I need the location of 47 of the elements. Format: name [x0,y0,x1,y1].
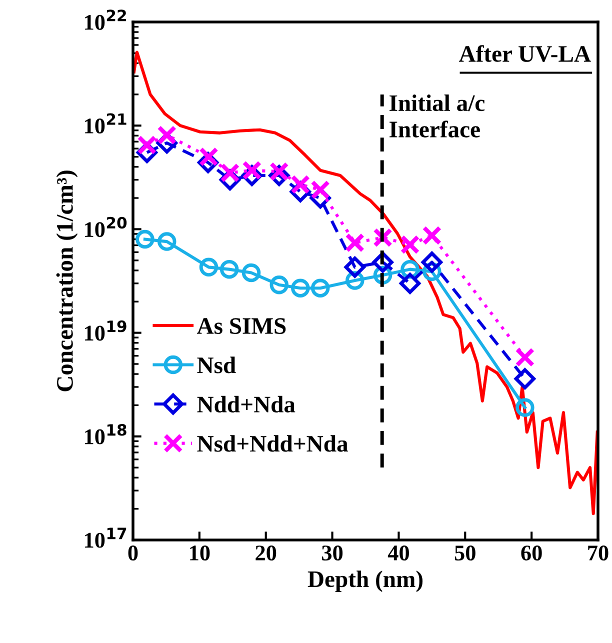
point [270,276,289,294]
point [291,278,310,298]
x-tick-label: 60 [521,546,542,560]
x-tick-label: 30 [322,546,343,560]
y-tick-label: 10$^{22}$ [85,10,126,30]
y-tick-label: 10$^{20}$ [85,216,127,238]
x-tick-label: 40 [388,546,409,560]
point [515,348,535,368]
point [290,174,310,194]
point [199,258,218,277]
x-tick-label: 10 [190,546,210,560]
x-tick-label: 50 [454,546,476,560]
point [220,260,239,279]
x-tick-label: 70 [588,546,608,560]
point [242,263,261,282]
y-tick-label: 10$^{18}$ [85,424,126,444]
x-tick-label: 0 [128,546,138,560]
point [400,234,420,254]
ref-line-label: Initial a/c Interface [390,94,485,138]
point [158,232,176,251]
x-tick-label: 20 [256,546,276,560]
x-axis-title: Depth (nm) [308,570,423,592]
legend-label: Nsd+Ndd+Nda [197,435,348,452]
annotation: After UV-LA [459,45,591,62]
point [345,233,365,252]
point [344,256,366,278]
y-tick-label: 10$^{17}$ [85,528,126,548]
point [516,398,534,417]
point [220,163,240,183]
point [269,162,289,182]
y-tick-label: 10$^{21}$ [85,113,126,134]
point [137,135,157,155]
point [310,278,330,298]
point [399,272,421,294]
point [242,160,262,180]
legend-label: Nsd [197,356,236,374]
legend-label: As SIMS [196,318,286,334]
point [514,368,536,390]
point [136,230,154,249]
point [157,125,177,145]
point [421,252,443,273]
point [310,180,330,200]
y-tick-label: 10$^{19}$ [85,320,126,341]
point [422,226,442,246]
y-axis-title: Concentration (1/cm³) [56,170,78,392]
point [199,147,218,167]
legend-label: Ndd+Nda [197,396,296,413]
